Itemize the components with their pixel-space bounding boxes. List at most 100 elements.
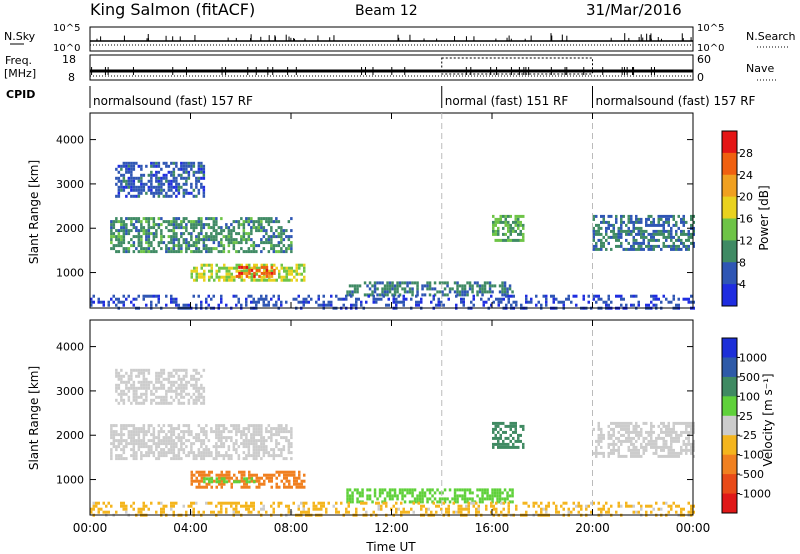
rti-cell xyxy=(160,427,163,431)
rti-cell xyxy=(120,188,123,192)
rti-cell xyxy=(456,281,459,285)
rti-cell xyxy=(147,386,151,390)
rti-cell xyxy=(288,266,291,270)
rti-cell xyxy=(305,297,308,301)
rti-cell xyxy=(212,226,216,230)
rti-cell xyxy=(280,238,283,242)
rti-cell xyxy=(145,454,148,458)
rti-cell xyxy=(386,293,389,297)
rti-cell xyxy=(140,244,143,248)
rti-cell xyxy=(562,300,565,304)
rti-cell xyxy=(112,436,116,440)
rti-cell xyxy=(242,250,246,254)
rti-cell xyxy=(190,473,193,477)
rti-cell xyxy=(240,217,243,221)
rti-cell xyxy=(285,473,288,477)
rti-cell xyxy=(147,371,151,375)
rti-cell xyxy=(478,500,482,504)
rti-cell xyxy=(461,287,464,291)
rti-cell xyxy=(433,497,437,501)
rti-cell xyxy=(327,300,330,304)
rti-cell xyxy=(127,179,131,183)
rti-cell xyxy=(335,501,338,505)
rti-cell xyxy=(525,294,528,298)
rti-cell xyxy=(617,430,620,434)
rti-cell xyxy=(597,433,600,437)
rti-cell xyxy=(142,250,146,254)
rti-cell xyxy=(195,368,198,372)
rti-cell xyxy=(680,448,683,452)
rti-cell xyxy=(627,229,630,233)
rti-cell xyxy=(627,421,630,425)
rti-cell xyxy=(255,445,258,449)
rti-cell xyxy=(195,470,198,474)
rti-cell xyxy=(195,179,198,183)
rti-cell xyxy=(160,232,163,236)
rti-cell xyxy=(448,500,452,504)
rti-cell xyxy=(110,223,113,227)
rti-cell xyxy=(205,482,208,486)
rti-cell xyxy=(398,281,402,285)
rti-cell xyxy=(147,217,151,221)
rti-cell xyxy=(215,442,218,446)
rti-cell xyxy=(504,217,507,221)
rti-cell xyxy=(160,238,163,242)
rti-cell xyxy=(222,436,226,440)
rti-cell xyxy=(280,451,283,455)
rti-cell xyxy=(240,470,243,474)
rti-cell xyxy=(660,217,663,221)
rti-cell xyxy=(675,244,678,248)
rti-cell xyxy=(507,436,510,440)
rti-cell xyxy=(112,235,116,239)
rti-cell xyxy=(245,427,248,431)
rti-cell xyxy=(411,287,414,291)
rti-cell xyxy=(262,451,266,455)
rti-cell xyxy=(463,491,467,495)
rti-cell xyxy=(135,247,138,251)
rti-cell xyxy=(205,430,208,434)
rti-cell xyxy=(443,500,447,504)
rti-cell xyxy=(270,504,273,508)
rti-cell xyxy=(247,439,251,443)
rti-cell xyxy=(320,504,323,508)
rti-cell xyxy=(117,235,121,239)
rti-cell xyxy=(412,510,415,514)
rti-cell xyxy=(285,235,288,239)
rti-cell xyxy=(170,250,173,254)
rti-cell xyxy=(605,247,608,251)
rti-cell xyxy=(630,448,633,452)
rti-cell xyxy=(175,185,178,189)
rti-cell xyxy=(592,451,595,455)
rti-cell xyxy=(447,297,450,301)
rti-cell xyxy=(147,247,151,251)
rti-cell xyxy=(192,392,196,396)
rti-cell xyxy=(635,439,638,443)
rti-cell xyxy=(182,451,186,455)
rti-cell xyxy=(277,297,280,301)
rti-cell xyxy=(421,491,424,495)
rti-cell xyxy=(228,269,231,273)
rti-cell xyxy=(165,454,168,458)
rti-cell xyxy=(252,457,256,461)
rti-cell xyxy=(670,247,673,251)
rti-cell xyxy=(441,281,444,285)
rti-cell xyxy=(428,281,432,285)
rti-cell xyxy=(97,507,100,511)
rti-cell xyxy=(200,176,203,180)
rti-cell xyxy=(170,507,173,511)
rti-cell xyxy=(160,368,163,372)
rti-cell xyxy=(501,281,504,285)
rti-cell xyxy=(285,300,288,304)
rti-cell xyxy=(165,442,168,446)
rti-cell xyxy=(495,510,498,514)
rti-cell xyxy=(115,439,118,443)
rti-cell xyxy=(487,297,490,301)
rti-cell xyxy=(152,173,156,177)
rti-cell xyxy=(198,275,201,279)
rti-cell xyxy=(426,497,429,501)
rti-cell xyxy=(665,442,668,446)
rti-cell xyxy=(115,448,118,452)
rti-cell xyxy=(285,479,288,483)
rti-cell xyxy=(132,430,136,434)
rti-cell xyxy=(295,482,298,486)
